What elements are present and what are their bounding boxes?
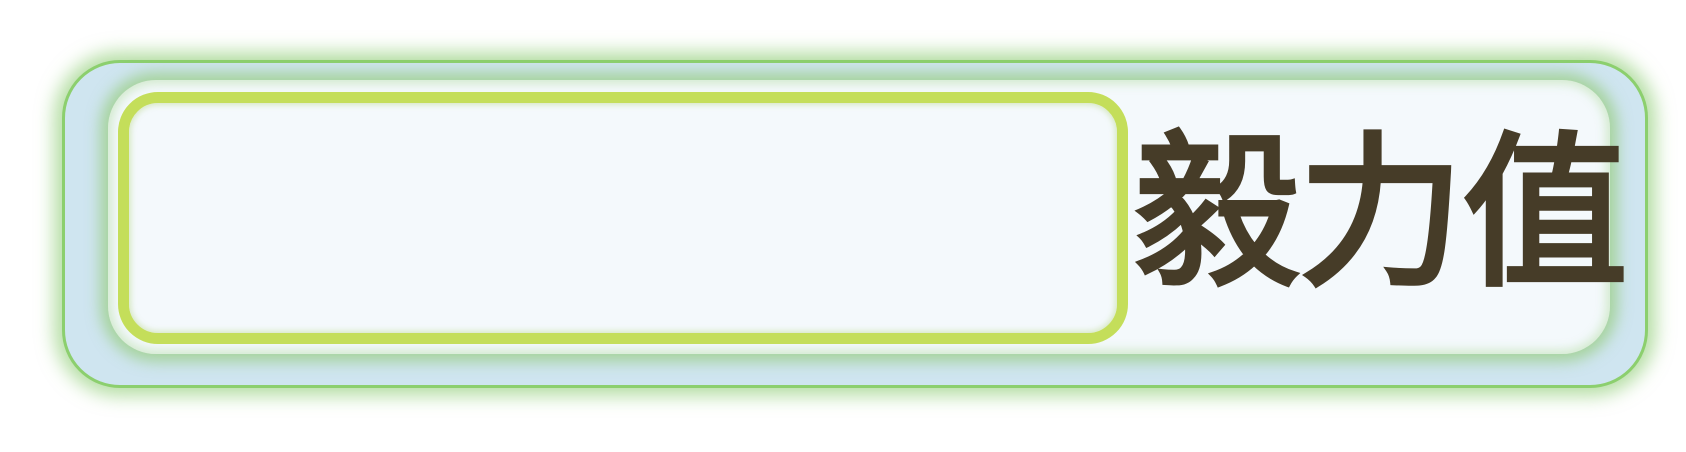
stat-gauge-slot <box>118 92 1128 344</box>
stat-label: 毅力值 <box>1134 118 1628 311</box>
